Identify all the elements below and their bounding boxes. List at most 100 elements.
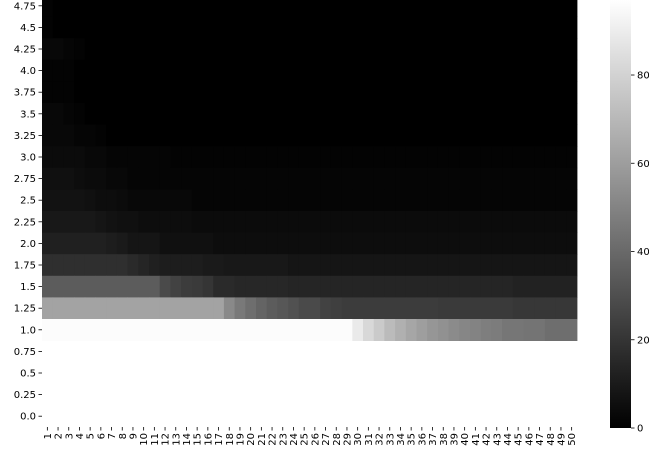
x-tick-label: 18 (225, 433, 236, 446)
heatmap-cell (363, 275, 375, 298)
heatmap-cell (149, 254, 161, 277)
y-tick-label: 0.75 (14, 347, 36, 358)
heatmap-cell (288, 232, 300, 255)
heatmap-cell (544, 232, 556, 255)
heatmap-cell (459, 211, 471, 233)
heatmap-cell (181, 38, 193, 61)
heatmap-cell (512, 232, 524, 255)
heatmap-cell (491, 146, 503, 169)
heatmap-cell (534, 167, 546, 190)
heatmap-cell (437, 59, 449, 82)
heatmap-cell (534, 38, 546, 61)
heatmap-cell (416, 254, 428, 277)
heatmap-cell (352, 167, 364, 190)
heatmap-cell (223, 275, 235, 298)
heatmap-cell (384, 319, 396, 341)
heatmap-cell (341, 16, 353, 39)
heatmap-cell (245, 146, 257, 169)
heatmap-cell (480, 211, 492, 233)
heatmap-cell (470, 319, 482, 341)
heatmap-cell (52, 124, 64, 147)
heatmap-cell (470, 124, 482, 147)
heatmap-cell (191, 59, 203, 82)
heatmap-cell (330, 275, 342, 298)
heatmap-cell (395, 254, 407, 277)
heatmap-cell (266, 81, 278, 104)
y-tick-label: 0.5 (20, 369, 36, 380)
heatmap-cell (149, 297, 161, 320)
heatmap-cell (341, 146, 353, 169)
heatmap-cell (288, 189, 300, 212)
heatmap-cell (566, 0, 578, 17)
heatmap-cell (448, 124, 460, 147)
heatmap-cell (523, 275, 535, 298)
heatmap-cell (491, 232, 503, 255)
x-tick-label: 23 (278, 433, 289, 446)
heatmap-cell (448, 103, 460, 125)
heatmap-cell (170, 59, 182, 82)
heatmap-cell (309, 103, 321, 125)
heatmap-cell (416, 232, 428, 255)
heatmap-cell (138, 232, 150, 255)
heatmap-cell (384, 232, 396, 255)
heatmap-cell (42, 211, 54, 233)
heatmap-cell (330, 167, 342, 190)
heatmap-cell (181, 146, 193, 169)
heatmap-cell (84, 319, 96, 341)
heatmap-cell (170, 211, 182, 233)
heatmap-cell (84, 124, 96, 147)
heatmap-cell (277, 0, 289, 17)
heatmap-cell (298, 146, 310, 169)
heatmap-cell (191, 319, 203, 341)
heatmap-cell (395, 319, 407, 341)
heatmap-cell (95, 211, 107, 233)
heatmap-cell (42, 146, 54, 169)
heatmap-cell (191, 103, 203, 125)
heatmap-cell (373, 189, 385, 212)
heatmap-cell (202, 319, 214, 341)
heatmap-cell (234, 254, 246, 277)
heatmap-cell (416, 124, 428, 147)
x-tick-label: 32 (375, 433, 386, 446)
colorbar-tick-label: 0 (637, 424, 643, 435)
heatmap-cell (223, 124, 235, 147)
heatmap-cell (534, 232, 546, 255)
heatmap-cell (298, 103, 310, 125)
heatmap-cell (298, 124, 310, 147)
heatmap-cell (202, 189, 214, 212)
heatmap-cell (523, 38, 535, 61)
heatmap-cell (149, 232, 161, 255)
heatmap-cell (395, 124, 407, 147)
heatmap-cell (95, 124, 107, 147)
heatmap-cell (566, 146, 578, 169)
heatmap-cell (63, 124, 75, 147)
heatmap-cell (373, 254, 385, 277)
heatmap-cell (566, 81, 578, 104)
heatmap-cell (159, 319, 171, 341)
heatmap-cell (63, 275, 75, 298)
heatmap-cell (170, 297, 182, 320)
heatmap-cell (491, 319, 503, 341)
heatmap-cell (95, 232, 107, 255)
heatmap-cell (106, 38, 118, 61)
heatmap-cell (288, 275, 300, 298)
heatmap-cell (170, 319, 182, 341)
heatmap-cell (84, 254, 96, 277)
heatmap-cell (395, 0, 407, 17)
heatmap-cell (352, 319, 364, 341)
heatmap-cell (555, 319, 567, 341)
heatmap-cell (523, 0, 535, 17)
heatmap-cell (63, 254, 75, 277)
heatmap-cell (309, 38, 321, 61)
heatmap-cell (566, 124, 578, 147)
heatmap-cell (106, 211, 118, 233)
heatmap-cell (459, 38, 471, 61)
heatmap-cell (277, 275, 289, 298)
heatmap-cell (330, 146, 342, 169)
heatmap-cell (138, 167, 150, 190)
heatmap-cell (320, 167, 332, 190)
heatmap-cell (74, 319, 86, 341)
heatmap-cell (213, 167, 225, 190)
heatmap-cell (427, 297, 439, 320)
heatmap-cell (544, 16, 556, 39)
